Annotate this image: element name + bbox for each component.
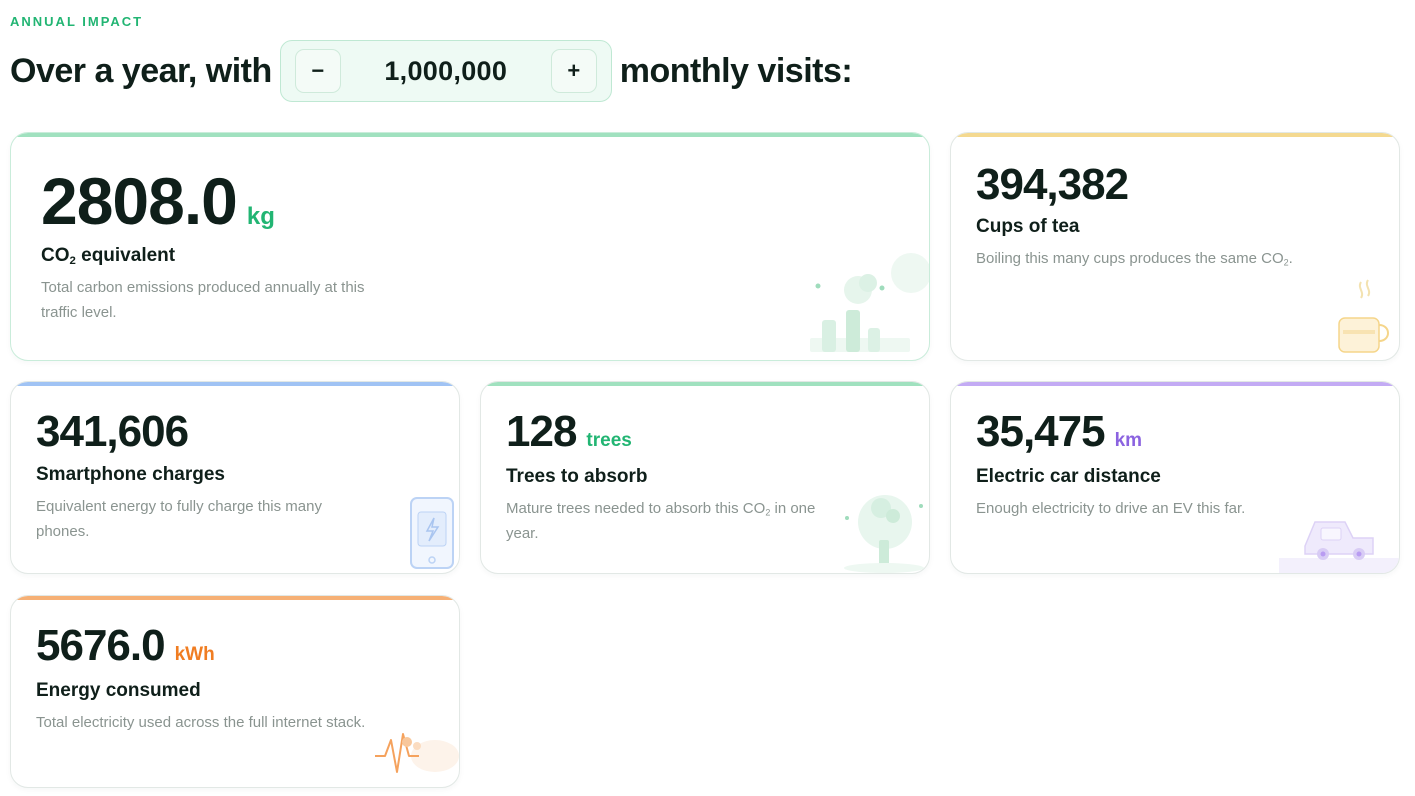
electric-car-icon <box>1279 521 1399 573</box>
energy-title: Energy consumed <box>36 680 201 701</box>
headline-prefix: Over a year, with <box>10 51 272 90</box>
car-description: Enough electricity to drive an EV this f… <box>976 500 1246 517</box>
tea-value: 394,382 <box>976 160 1129 209</box>
headline: Over a year, with − 1,000,000 + monthly … <box>10 40 853 102</box>
car-unit: km <box>1114 430 1143 451</box>
co2-unit: kg <box>246 203 275 230</box>
trees-title: Trees to absorb <box>506 466 648 487</box>
decrement-button[interactable]: − <box>294 49 341 93</box>
energy-value: 5676.0 <box>36 621 166 670</box>
co2-title: CO2 equivalent <box>41 245 176 267</box>
factory-icon <box>810 253 929 352</box>
trees-card: 128 trees Trees to absorb Mature trees n… <box>480 381 930 574</box>
car-value: 35,475 <box>976 407 1106 456</box>
trees-description: Mature trees needed to absorb this CO2 i… <box>506 500 816 542</box>
trees-unit: trees <box>586 430 632 451</box>
tree-icon <box>844 495 924 573</box>
monthly-visits-stepper: − 1,000,000 + <box>279 40 612 102</box>
increment-button[interactable]: + <box>550 49 597 93</box>
car-title: Electric car distance <box>976 466 1161 487</box>
car-card: 35,475 km Electric car distance Enough e… <box>950 381 1400 574</box>
monthly-visits-value[interactable]: 1,000,000 <box>384 55 508 86</box>
tea-card: 394,382 Cups of tea Boiling this many cu… <box>950 132 1400 361</box>
energy-description: Total electricity used across the full i… <box>36 714 366 731</box>
phone-title: Smartphone charges <box>36 464 225 485</box>
trees-value: 128 <box>506 407 577 456</box>
section-eyebrow: ANNUAL IMPACT <box>10 14 144 29</box>
tea-description: Boiling this many cups produces the same… <box>976 250 1293 268</box>
co2-value: 2808.0 <box>41 164 238 238</box>
co2-card: 2808.0 kg CO2 equivalent Total carbon em… <box>10 132 930 361</box>
phone-description: Equivalent energy to fully charge this m… <box>36 498 322 540</box>
phone-value: 341,606 <box>36 407 189 456</box>
tea-title: Cups of tea <box>976 216 1080 237</box>
energy-card: 5676.0 kWh Energy consumed Total electri… <box>10 595 460 788</box>
phone-battery-icon <box>410 497 454 569</box>
co2-description: Total carbon emissions produced annually… <box>41 279 365 321</box>
energy-pulse-icon <box>375 733 459 773</box>
headline-suffix: monthly visits: <box>619 51 853 90</box>
energy-unit: kWh <box>174 644 215 665</box>
phone-card: 341,606 Smartphone charges Equivalent en… <box>10 381 460 574</box>
tea-cup-icon <box>1338 279 1389 353</box>
